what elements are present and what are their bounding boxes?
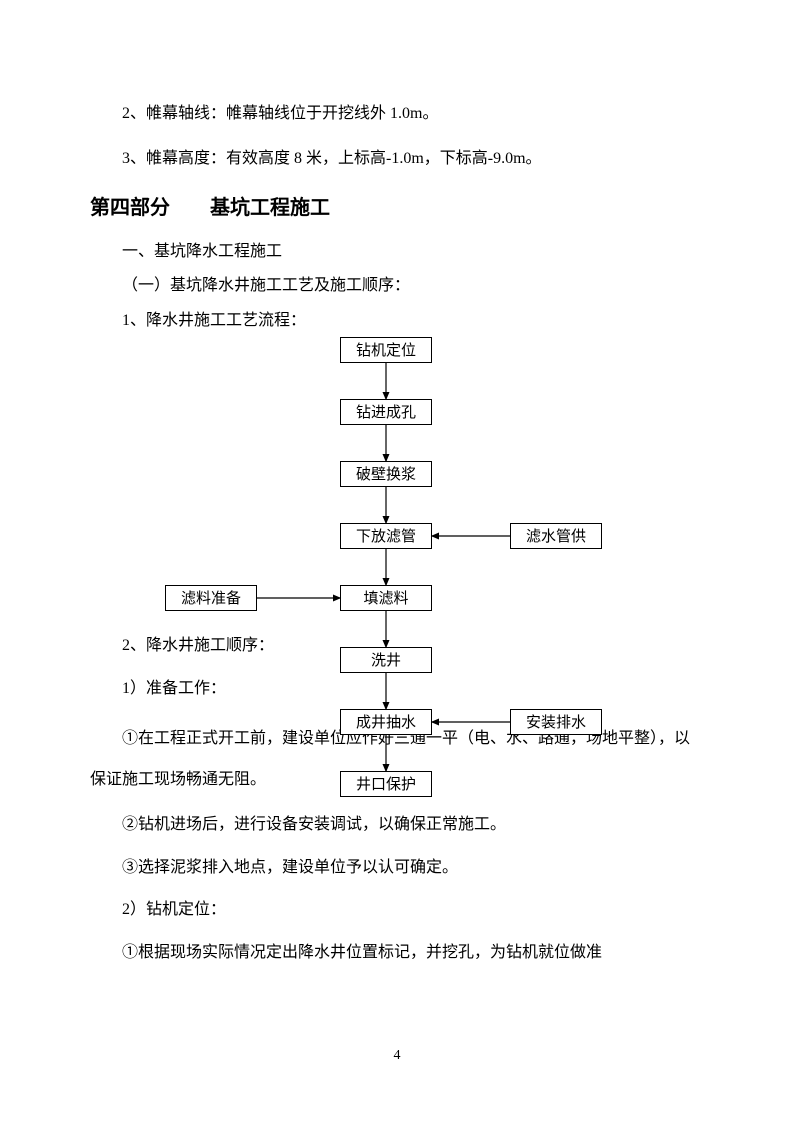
sub-10: ①根据现场实际情况定出降水井位置标记，并挖孔，为钻机就位做准 bbox=[90, 939, 704, 968]
flowchart-node-side1: 滤水管供 bbox=[510, 523, 602, 549]
flowchart-node-n1: 钻机定位 bbox=[340, 337, 432, 363]
flowchart-node-n5: 填滤料 bbox=[340, 585, 432, 611]
flowchart-node-n6: 洗井 bbox=[340, 647, 432, 673]
paragraph-3: 3、帷幕高度：有效高度 8 米，上标高-1.0m，下标高-9.0m。 bbox=[90, 145, 704, 174]
flowchart-container: 钻机定位钻进成孔破壁换浆下放滤管填滤料洗井成井抽水井口保护 滤水管供滤料准备安装排… bbox=[0, 325, 794, 845]
flowchart-node-n8: 井口保护 bbox=[340, 771, 432, 797]
flowchart-node-n7: 成井抽水 bbox=[340, 709, 432, 735]
sub-2: （一）基坑降水井施工工艺及施工顺序： bbox=[90, 272, 704, 301]
flowchart-node-n4: 下放滤管 bbox=[340, 523, 432, 549]
paragraph-2: 2、帷幕轴线：帷幕轴线位于开挖线外 1.0m。 bbox=[90, 100, 704, 129]
sub-1: 一、基坑降水工程施工 bbox=[90, 238, 704, 267]
page-number: 4 bbox=[0, 1043, 794, 1068]
section-heading: 第四部分 基坑工程施工 bbox=[90, 190, 704, 226]
flowchart-node-n2: 钻进成孔 bbox=[340, 399, 432, 425]
flowchart-node-side3: 安装排水 bbox=[510, 709, 602, 735]
flowchart-node-side2: 滤料准备 bbox=[165, 585, 257, 611]
sub-8: ③选择泥浆排入地点，建设单位予以认可确定。 bbox=[90, 854, 704, 883]
sub-9: 2）钻机定位： bbox=[90, 896, 704, 925]
flowchart-node-n3: 破壁换浆 bbox=[340, 461, 432, 487]
